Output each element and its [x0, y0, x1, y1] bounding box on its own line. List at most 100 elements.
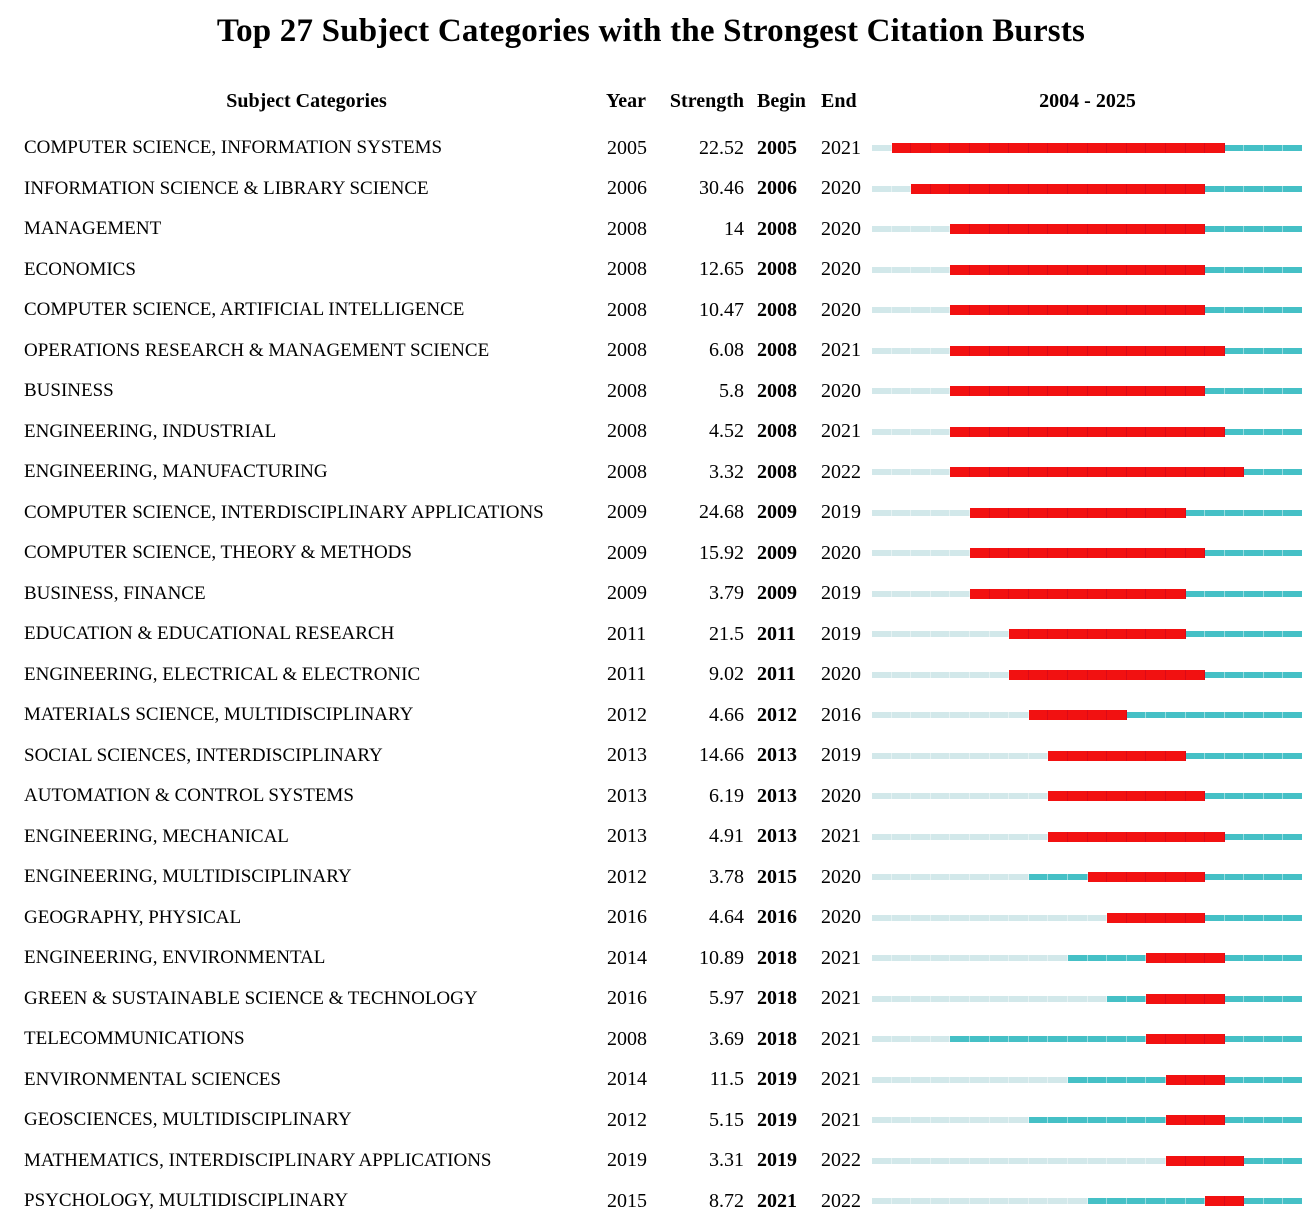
subject-cell: OPERATIONS RESEARCH & MANAGEMENT SCIENCE	[24, 339, 490, 361]
year-segment-2021	[1205, 226, 1225, 233]
year-segment-2021	[1205, 143, 1225, 154]
strength-cell: 5.15	[709, 1108, 744, 1131]
year-cell: 2009	[607, 501, 647, 524]
subject-cell: ENGINEERING, MECHANICAL	[24, 825, 289, 847]
year-segment-2017	[1126, 712, 1147, 719]
year-segment-2019	[1165, 1198, 1186, 1205]
year-segment-2005	[891, 388, 912, 395]
year-segment-2006	[911, 509, 931, 516]
table-row: COMPUTER SCIENCE, INFORMATION SYSTEMS 20…	[0, 128, 1302, 169]
year-segment-2014	[1067, 831, 1088, 842]
year-segment-2014	[1067, 224, 1088, 235]
year-segment-2023	[1244, 509, 1264, 516]
end-cell: 2021	[821, 946, 861, 969]
subject-cell: MATERIALS SCIENCE, MULTIDISCIPLINARY	[24, 704, 414, 726]
year-segment-2025	[1283, 469, 1302, 476]
subject-cell: ENGINEERING, MULTIDISCIPLINARY	[24, 866, 352, 888]
subject-cell: COMPUTER SCIENCE, INTERDISCIPLINARY APPL…	[24, 501, 544, 523]
year-segment-2005	[891, 1117, 912, 1124]
year-segment-2008	[950, 305, 970, 316]
year-segment-2011	[1009, 914, 1029, 921]
year-segment-2013	[1048, 874, 1068, 881]
year-segment-2012	[1028, 183, 1049, 194]
begin-cell: 2011	[757, 622, 796, 645]
year-segment-2010	[989, 345, 1010, 356]
year-segment-2024	[1263, 550, 1284, 557]
subject-cell: ENGINEERING, INDUSTRIAL	[24, 420, 277, 442]
year-segment-2024	[1263, 145, 1284, 152]
year-segment-2021	[1205, 509, 1225, 516]
year-segment-2007	[930, 1157, 951, 1164]
year-segment-2019	[1165, 386, 1186, 397]
table-row: SOCIAL SCIENCES, INTERDISCIPLINARY 2013 …	[0, 736, 1302, 777]
year-segment-2020	[1185, 264, 1206, 275]
year-segment-2021	[1205, 1155, 1225, 1166]
year-segment-2017	[1126, 1157, 1147, 1164]
year-segment-2017	[1126, 224, 1147, 235]
year-segment-2010	[989, 426, 1010, 437]
year-segment-2008	[950, 264, 970, 275]
year-segment-2004	[872, 793, 892, 800]
table-row: BUSINESS, FINANCE 2009 3.79 2009 2019	[0, 574, 1302, 615]
year-segment-2007	[930, 833, 951, 840]
year-segment-2015	[1087, 426, 1108, 437]
year-segment-2007	[930, 914, 951, 921]
end-cell: 2022	[821, 460, 861, 483]
year-segment-2018	[1146, 629, 1166, 640]
chart-title: Top 27 Subject Categories with the Stron…	[216, 13, 1086, 49]
burst-timeline-bar	[872, 857, 1302, 898]
year-segment-2006	[911, 347, 931, 354]
year-segment-2025	[1283, 874, 1302, 881]
year-segment-2009	[969, 995, 990, 1002]
subject-cell: COMPUTER SCIENCE, INFORMATION SYSTEMS	[24, 137, 443, 159]
year-segment-2020	[1185, 1155, 1206, 1166]
year-segment-2007	[930, 428, 951, 435]
year-segment-2018	[1146, 426, 1166, 437]
year-segment-2016	[1107, 507, 1127, 518]
year-segment-2025	[1283, 1076, 1302, 1083]
column-header-begin: Begin	[757, 89, 806, 112]
year-cell: 2008	[607, 420, 647, 443]
year-segment-2010	[989, 1076, 1010, 1083]
year-segment-2023	[1244, 469, 1264, 476]
year-segment-2006	[911, 955, 931, 962]
year-segment-2013	[1048, 426, 1068, 437]
strength-cell: 10.89	[699, 946, 744, 969]
year-segment-2010	[989, 631, 1010, 638]
year-segment-2022	[1224, 550, 1245, 557]
year-segment-2008	[950, 386, 970, 397]
year-segment-2008	[950, 590, 970, 597]
year-segment-2006	[911, 550, 931, 557]
year-segment-2011	[1009, 467, 1029, 478]
year-segment-2012	[1028, 1036, 1049, 1043]
year-segment-2020	[1185, 1198, 1206, 1205]
year-segment-2015	[1087, 1036, 1108, 1043]
strength-cell: 4.91	[709, 825, 744, 848]
end-cell: 2020	[821, 217, 861, 240]
year-segment-2005	[891, 955, 912, 962]
year-segment-2025	[1283, 712, 1302, 719]
strength-cell: 5.8	[719, 379, 744, 402]
year-segment-2025	[1283, 1036, 1302, 1043]
year-segment-2012	[1028, 995, 1049, 1002]
year-segment-2011	[1009, 264, 1029, 275]
year-segment-2017	[1126, 791, 1147, 802]
year-segment-2006	[911, 1117, 931, 1124]
year-segment-2022	[1224, 995, 1245, 1002]
year-segment-2007	[930, 266, 951, 273]
year-segment-2024	[1263, 226, 1284, 233]
year-segment-2014	[1067, 467, 1088, 478]
year-segment-2013	[1048, 955, 1068, 962]
year-segment-2014	[1067, 1076, 1088, 1083]
year-segment-2021	[1205, 631, 1225, 638]
year-segment-2004	[872, 145, 892, 152]
year-segment-2020	[1185, 590, 1206, 597]
begin-cell: 2012	[757, 703, 797, 726]
begin-cell: 2008	[757, 258, 797, 281]
year-segment-2011	[1009, 386, 1029, 397]
year-segment-2015	[1087, 1076, 1108, 1083]
year-segment-2012	[1028, 1076, 1049, 1083]
year-segment-2020	[1185, 509, 1206, 516]
subject-cell: GEOGRAPHY, PHYSICAL	[24, 906, 242, 928]
year-segment-2023	[1244, 1198, 1264, 1205]
